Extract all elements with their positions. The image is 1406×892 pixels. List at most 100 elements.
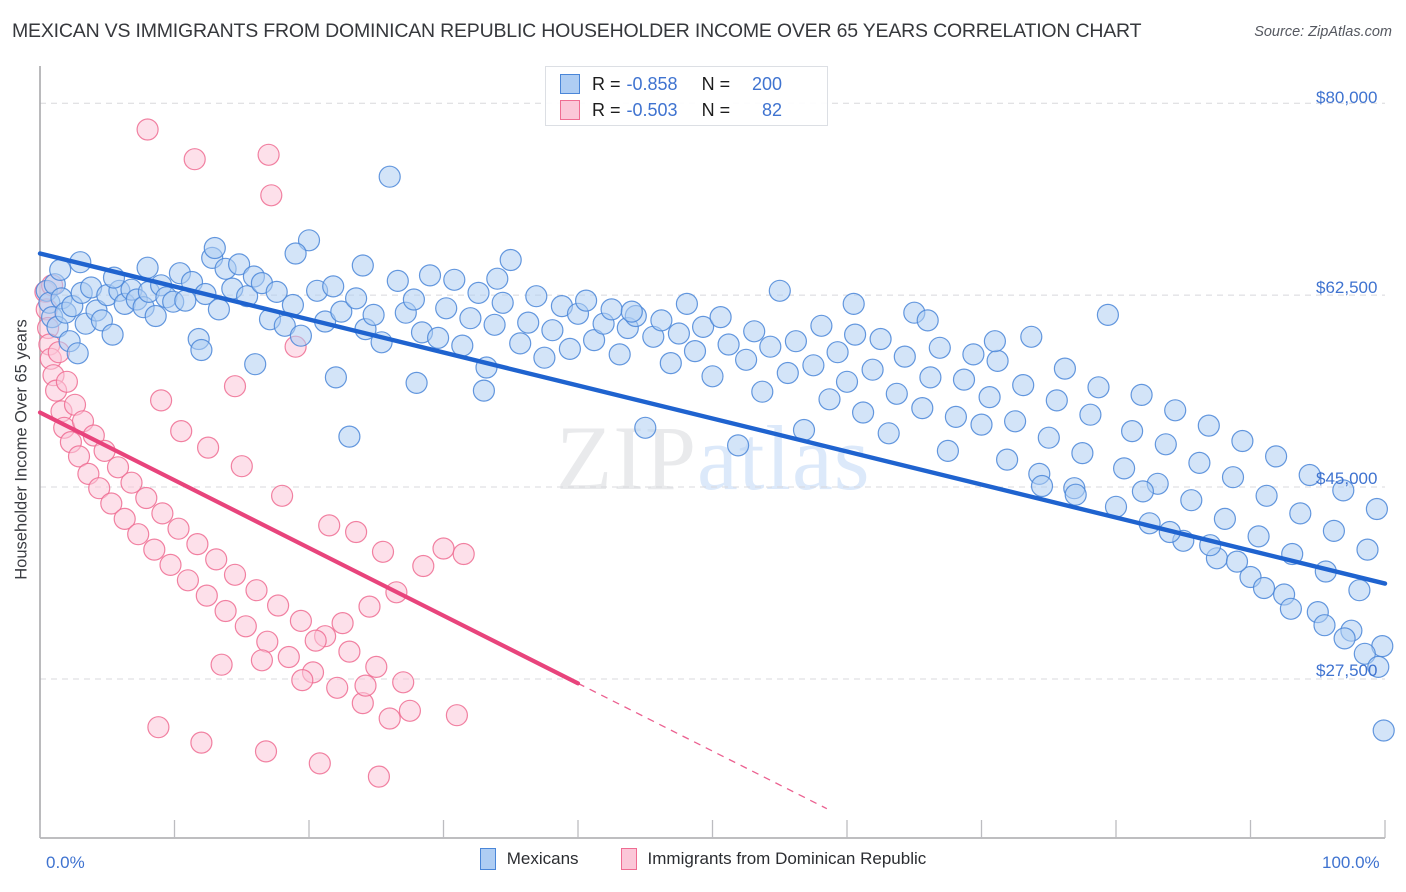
data-point (234, 615, 257, 638)
data-point (818, 388, 841, 411)
data-point (962, 343, 985, 366)
data-point (214, 599, 237, 623)
data-point (802, 354, 825, 377)
trendline-dominican-extension (577, 682, 828, 810)
data-point (228, 253, 251, 276)
data-point (277, 645, 300, 669)
stat-r-label-1: R = (592, 73, 621, 94)
data-point (135, 486, 158, 510)
data-point (620, 300, 643, 323)
data-point (318, 514, 341, 537)
data-point (936, 439, 960, 462)
data-point (1298, 463, 1321, 487)
data-point (1112, 457, 1136, 480)
chart-legend: Mexicans Immigrants from Dominican Repub… (0, 848, 1406, 870)
data-point (176, 569, 199, 592)
correlation-stats-box: R = -0.858 N = 200 R = -0.503 N = 82 (545, 66, 828, 126)
data-point (1087, 376, 1110, 399)
legend-label-mexicans: Mexicans (506, 849, 579, 868)
data-point (297, 229, 321, 252)
data-point (885, 382, 908, 405)
data-point (574, 289, 598, 312)
data-point (1348, 579, 1371, 602)
data-point (418, 264, 442, 287)
data-point (1225, 550, 1249, 573)
stat-n-value-2: 82 (762, 99, 783, 120)
data-point (271, 484, 294, 507)
legend-item-mexicans[interactable]: Mexicans (479, 848, 579, 870)
stat-swatch-blue (560, 74, 580, 94)
data-point (289, 324, 312, 347)
data-point (1071, 442, 1094, 465)
data-point (509, 332, 532, 355)
data-point (1365, 497, 1389, 521)
data-point (338, 640, 361, 663)
x-tick-min: 0.0% (46, 853, 85, 872)
legend-swatch-blue (479, 848, 496, 870)
data-point (1154, 433, 1177, 456)
data-point (472, 379, 495, 402)
data-point (1012, 374, 1035, 397)
data-point (250, 649, 273, 672)
data-point (291, 668, 314, 692)
data-point (351, 254, 374, 277)
data-point (483, 313, 506, 336)
data-point (978, 386, 1001, 409)
data-point (151, 502, 174, 525)
data-point (170, 420, 193, 443)
data-point (367, 765, 390, 788)
data-point (970, 413, 993, 436)
data-point (1367, 655, 1390, 679)
data-point (136, 256, 159, 279)
data-point (230, 455, 253, 478)
data-point (701, 365, 724, 388)
data-point (1064, 483, 1087, 506)
data-point (1003, 410, 1027, 433)
data-point (709, 306, 732, 329)
data-point (1252, 576, 1276, 600)
data-point (1332, 479, 1355, 502)
data-point (183, 148, 206, 171)
data-point (1213, 507, 1237, 531)
data-point (1164, 399, 1187, 422)
data-point (1120, 420, 1144, 443)
data-point (113, 507, 136, 531)
data-point (1279, 597, 1303, 620)
x-tick-max: 100.0% (1322, 853, 1380, 872)
data-point (195, 584, 218, 607)
data-point (392, 671, 415, 694)
stat-row-dominican: R = -0.503 N = 82 (560, 97, 782, 123)
data-point (326, 676, 349, 699)
data-point (869, 327, 892, 351)
data-point (1131, 480, 1155, 503)
data-point (919, 366, 942, 389)
data-point (174, 289, 197, 312)
data-point (365, 655, 388, 679)
data-point (207, 298, 230, 321)
data-point (1030, 474, 1054, 498)
data-point (986, 349, 1009, 372)
data-point (345, 287, 368, 310)
data-point (435, 297, 458, 320)
data-point (322, 275, 345, 298)
data-point (1333, 627, 1356, 650)
data-point (650, 309, 673, 332)
data-point (452, 542, 475, 566)
data-point (144, 304, 167, 328)
data-point (691, 315, 715, 338)
series-points-mexicans (35, 165, 1395, 742)
data-point (1197, 414, 1220, 437)
data-point (776, 361, 799, 385)
data-point (358, 595, 381, 618)
legend-item-dominican[interactable]: Immigrants from Dominican Republic (620, 848, 926, 870)
data-point (995, 448, 1019, 471)
data-point (835, 370, 859, 393)
data-point (1356, 538, 1379, 561)
data-point (260, 184, 283, 207)
data-point (784, 330, 808, 353)
data-point (916, 309, 939, 332)
data-point (402, 288, 425, 311)
data-point (190, 338, 213, 362)
data-point (659, 352, 682, 375)
data-point (143, 538, 166, 561)
